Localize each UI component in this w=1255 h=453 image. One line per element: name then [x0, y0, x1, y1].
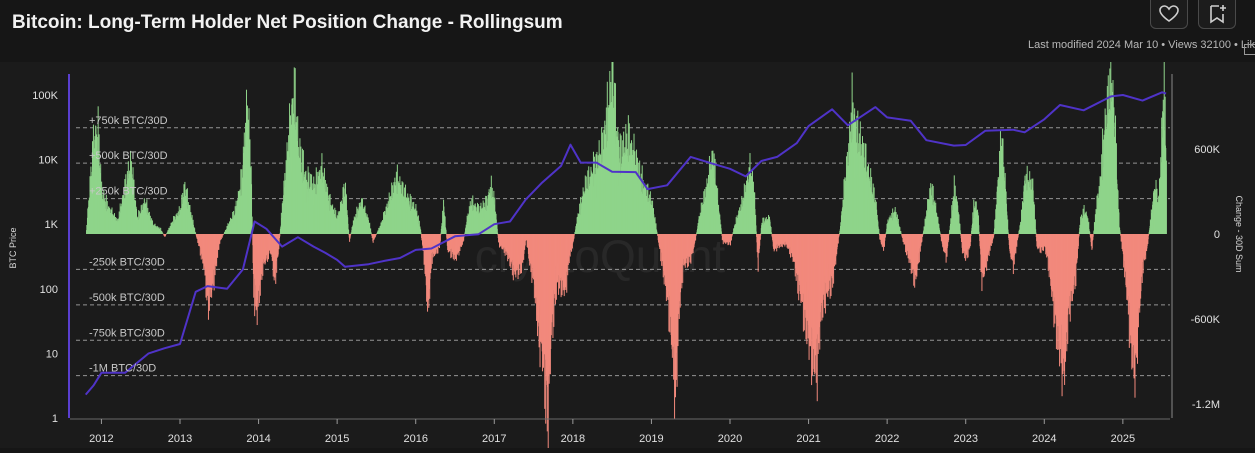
positive-change-bar — [979, 232, 980, 234]
scroll-hint-icon — [1244, 44, 1255, 55]
positive-change-bar — [162, 233, 163, 234]
reference-line-label: -250k BTC/30D — [89, 256, 165, 268]
left-axis-tick-label: 10K — [38, 155, 58, 167]
x-axis-tick-label: 2023 — [953, 433, 977, 445]
chart-meta: Last modified 2024 Mar 10 • Views 32100 … — [1028, 39, 1255, 51]
bookmark-button[interactable] — [1198, 0, 1236, 29]
reference-line-label: -750k BTC/30D — [89, 327, 165, 339]
negative-change-bar — [574, 234, 575, 235]
positive-change-bar — [901, 233, 902, 234]
positive-change-bar — [348, 230, 349, 234]
positive-change-bar — [721, 231, 722, 234]
positive-change-bar — [446, 230, 447, 234]
positive-change-bar — [940, 233, 941, 234]
x-axis-tick-label: 2022 — [875, 433, 899, 445]
positive-change-bar — [1166, 161, 1167, 234]
negative-change-bar — [760, 234, 761, 236]
right-axis-tick-label: -600K — [1191, 314, 1221, 326]
x-axis-tick-label: 2013 — [168, 433, 192, 445]
chart-panel: cryptoQuant +750k BTC/30D+500k BTC/30D+2… — [0, 62, 1255, 448]
reference-line-label: +750k BTC/30D — [89, 115, 168, 127]
negative-change-bar — [223, 234, 224, 235]
x-axis-tick-label: 2012 — [89, 433, 113, 445]
negative-change-bar — [1018, 234, 1019, 235]
like-button[interactable] — [1150, 0, 1188, 29]
x-axis-tick-label: 2019 — [639, 433, 663, 445]
negative-change-bar — [1093, 234, 1094, 237]
positive-change-bar — [960, 233, 961, 234]
positive-change-bar — [771, 233, 772, 234]
negative-change-bar — [1148, 234, 1149, 235]
positive-change-bar — [1008, 233, 1009, 234]
x-axis-tick-label: 2025 — [1111, 433, 1135, 445]
right-axis-tick-label: 600K — [1194, 144, 1220, 156]
negative-change-bar — [440, 234, 441, 235]
positive-change-bar — [497, 233, 498, 234]
negative-change-bar — [376, 234, 377, 235]
negative-change-bar — [948, 234, 949, 235]
reference-line-label: -1M BTC/30D — [89, 363, 156, 375]
positive-change-bar — [420, 232, 421, 234]
x-axis-tick-label: 2016 — [403, 433, 427, 445]
negative-change-bar — [922, 234, 923, 235]
negative-change-bar — [839, 234, 840, 235]
x-axis-tick-label: 2024 — [1032, 433, 1056, 445]
positive-change-bar — [1089, 232, 1090, 234]
left-axis-title: BTC Price — [8, 227, 18, 268]
reference-line-label: -500k BTC/30D — [89, 292, 165, 304]
reference-line-label: +500k BTC/30D — [89, 150, 168, 162]
left-axis-tick-label: 1 — [52, 413, 58, 425]
header: Bitcoin: Long-Term Holder Net Position C… — [0, 0, 1255, 62]
positive-change-bar — [756, 232, 757, 234]
left-axis-tick-label: 1K — [45, 219, 59, 231]
positive-change-bar — [879, 233, 880, 234]
left-axis-tick-label: 10 — [46, 348, 58, 360]
page-title: Bitcoin: Long-Term Holder Net Position C… — [12, 12, 563, 34]
x-axis-tick-label: 2021 — [796, 433, 820, 445]
left-axis-tick-label: 100K — [32, 90, 58, 102]
heart-icon — [1159, 5, 1179, 23]
right-axis-tick-label: 0 — [1214, 229, 1220, 241]
x-axis-tick-label: 2018 — [561, 433, 585, 445]
positive-change-bar — [195, 233, 196, 234]
negative-change-bar — [696, 234, 697, 235]
x-axis-tick-label: 2017 — [482, 433, 506, 445]
chart-svg: cryptoQuant +750k BTC/30D+500k BTC/30D+2… — [0, 62, 1255, 448]
negative-change-bar — [732, 234, 733, 235]
left-axis-tick-label: 100 — [40, 284, 58, 296]
x-axis-tick-label: 2015 — [325, 433, 349, 445]
positive-change-bar — [1120, 232, 1121, 234]
negative-change-bar — [970, 234, 971, 236]
right-axis-title: Change - 30D Sum — [1234, 195, 1244, 272]
x-axis-tick-label: 2014 — [246, 433, 270, 445]
bookmark-add-icon — [1207, 4, 1227, 24]
positive-change-bar — [371, 233, 372, 234]
negative-change-bar — [1079, 234, 1080, 236]
reference-line-label: +250k BTC/30D — [89, 186, 168, 198]
positive-change-bar — [1035, 233, 1036, 234]
positive-change-bar — [878, 229, 879, 234]
x-axis-tick-label: 2020 — [718, 433, 742, 445]
right-axis-tick-label: -1.2M — [1192, 399, 1220, 411]
negative-change-bar — [885, 234, 886, 235]
negative-change-bar — [993, 234, 994, 235]
negative-change-bar — [279, 234, 280, 236]
